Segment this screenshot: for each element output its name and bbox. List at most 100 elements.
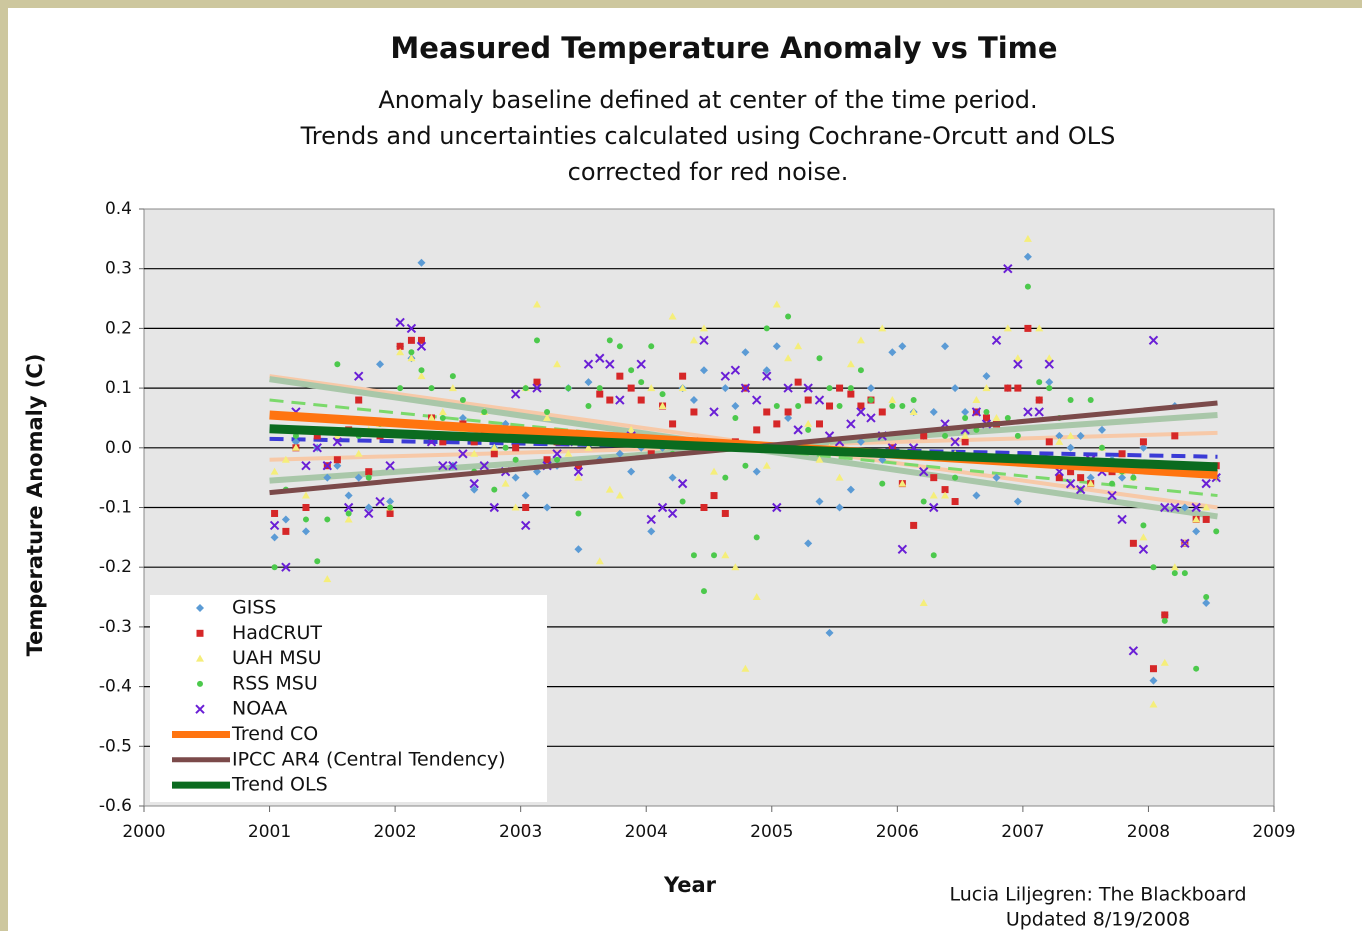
point [866, 384, 875, 393]
point [836, 403, 843, 410]
point [448, 461, 458, 471]
point [1138, 544, 1149, 554]
point [1055, 474, 1063, 482]
point [385, 461, 395, 471]
point [919, 599, 928, 607]
point [700, 504, 708, 511]
point [1149, 665, 1157, 673]
point [638, 379, 645, 386]
point [815, 455, 824, 463]
point [982, 372, 991, 381]
point [741, 348, 750, 357]
point [344, 515, 353, 523]
point [376, 360, 385, 369]
point [1171, 570, 1178, 577]
point [584, 443, 593, 451]
point [1180, 503, 1189, 512]
point [354, 449, 363, 457]
y-tick-label: 0.1 [105, 378, 132, 398]
point [1201, 478, 1211, 489]
point [637, 396, 645, 404]
point [941, 491, 950, 499]
point [1192, 527, 1201, 536]
point [270, 533, 279, 542]
point [772, 502, 782, 513]
point [543, 503, 552, 512]
point [532, 300, 541, 308]
chart-title: Measured Temperature Anomaly vs Time [390, 31, 1057, 65]
point [679, 498, 686, 505]
point [1035, 396, 1043, 404]
point [565, 385, 572, 392]
point [532, 383, 542, 393]
point [343, 502, 354, 513]
point [291, 437, 300, 446]
point [281, 562, 291, 572]
point [721, 384, 730, 393]
point [1193, 665, 1200, 672]
y-tick-label: -0.5 [99, 736, 132, 756]
point [355, 396, 363, 404]
point [1097, 425, 1106, 434]
point [1117, 514, 1127, 525]
point [846, 419, 856, 429]
point [992, 413, 1001, 421]
point [730, 365, 741, 375]
point [418, 367, 425, 374]
point [972, 491, 981, 500]
point [952, 474, 959, 481]
point [1170, 502, 1180, 513]
point [689, 396, 698, 405]
point [752, 467, 761, 476]
point [512, 444, 520, 452]
point [982, 414, 990, 422]
point [856, 437, 865, 446]
point [543, 456, 551, 464]
point [836, 384, 844, 392]
point [1046, 385, 1053, 392]
y-axis-label: Temperature Anomaly (C) [23, 354, 47, 657]
point [762, 371, 772, 381]
point [1045, 378, 1054, 387]
point [302, 504, 310, 511]
point [449, 373, 456, 380]
point [616, 372, 624, 380]
point [1148, 335, 1159, 346]
point [1004, 414, 1011, 421]
point [407, 336, 415, 344]
point [1180, 538, 1190, 549]
point [502, 444, 509, 451]
point [615, 449, 624, 458]
point [772, 342, 781, 351]
point [720, 371, 731, 381]
point [910, 397, 917, 404]
frame-left [0, 0, 8, 931]
legend-marker [195, 704, 205, 714]
point [699, 366, 708, 375]
point [961, 407, 970, 416]
point [458, 449, 468, 459]
point [763, 325, 770, 332]
point [804, 539, 813, 548]
point [1024, 283, 1031, 290]
point [679, 372, 687, 380]
point [636, 359, 646, 369]
point [1160, 658, 1169, 666]
point [397, 385, 404, 392]
point [647, 527, 656, 536]
point [301, 491, 310, 499]
point [564, 449, 573, 457]
point [752, 593, 761, 601]
point [533, 378, 541, 386]
point [1004, 384, 1012, 392]
point [490, 450, 498, 458]
point [711, 552, 718, 559]
point [1107, 490, 1117, 501]
point [1014, 432, 1021, 439]
point [595, 353, 605, 363]
point [1202, 515, 1210, 523]
point [270, 467, 279, 475]
point [627, 384, 635, 392]
point [615, 491, 624, 499]
point [364, 503, 373, 512]
